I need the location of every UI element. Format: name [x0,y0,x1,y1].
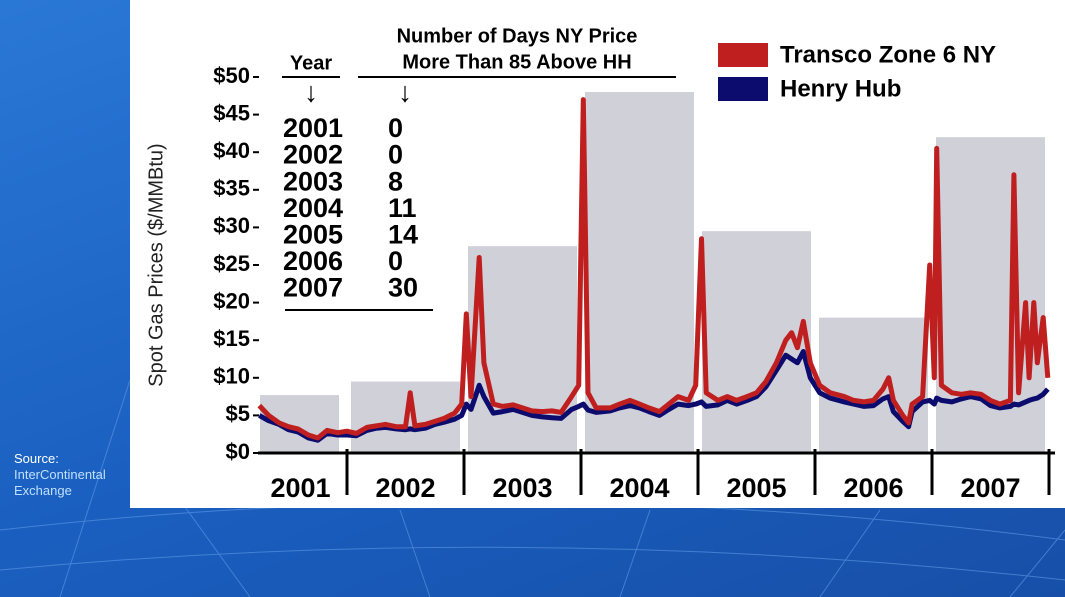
table-year: 2004 [283,193,343,223]
x-tick-label: 2003 [492,473,552,503]
x-tick-label: 2001 [270,473,330,503]
table-days: 30 [388,273,418,303]
y-tick-label: $35 [213,176,250,201]
price-line [257,97,1051,441]
source-name: Exchange [14,483,72,498]
y-tick-label: $20 [213,288,250,313]
x-tick-label: 2006 [843,473,903,503]
y-tick-label: $10 [213,364,250,389]
y-axis-label: Spot Gas Prices ($/MMBtu) [145,143,167,386]
x-tick-label: 2002 [375,473,435,503]
table-days: 11 [388,193,417,223]
price-line [258,349,1050,443]
y-tick-label: $25 [213,251,250,276]
table-year: 2001 [283,113,343,143]
table-year: 2005 [283,220,343,250]
table-days: 0 [388,246,403,276]
table-year: 2006 [283,246,343,276]
y-tick-label: $50 [213,63,250,88]
legend-label: Henry Hub [780,75,901,102]
x-tick-label: 2007 [960,473,1020,503]
source-name: InterContinental [14,467,106,482]
chart: Spot Gas Prices ($/MMBtu) $0 $5 $10 $15 $20 $… [130,0,1065,508]
y-tick-label: $0 [226,439,250,464]
legend-swatch [718,43,768,67]
table-year: 2002 [283,140,343,170]
source-label: Source: [14,451,59,466]
x-tick-label: 2005 [726,473,786,503]
table-header: Year [290,52,332,74]
table-year: 2003 [283,166,343,196]
year-max-bar [585,92,694,453]
y-tick-label: $40 [213,138,250,163]
arrow: ↓ [398,76,412,107]
table-header: More Than 85 Above HH [402,51,631,73]
legend-swatch [718,77,768,101]
y-tick-label: $45 [213,100,250,125]
y-tick-label: $30 [213,213,250,238]
table-days: 0 [388,140,403,170]
table-days: 0 [388,113,403,143]
y-tick-label: $15 [213,326,250,351]
table-days: 14 [388,220,418,250]
table-days: 8 [388,166,403,196]
arrow: ↓ [304,76,318,107]
y-tick-label: $5 [226,401,250,426]
year-max-bar [819,317,928,453]
table-year: 2007 [283,273,343,303]
source-note: Source: InterContinental Exchange [14,451,106,499]
legend-label: Transco Zone 6 NY [780,41,996,68]
table-header: Number of Days NY Price [397,25,638,47]
x-tick-label: 2004 [609,473,669,503]
